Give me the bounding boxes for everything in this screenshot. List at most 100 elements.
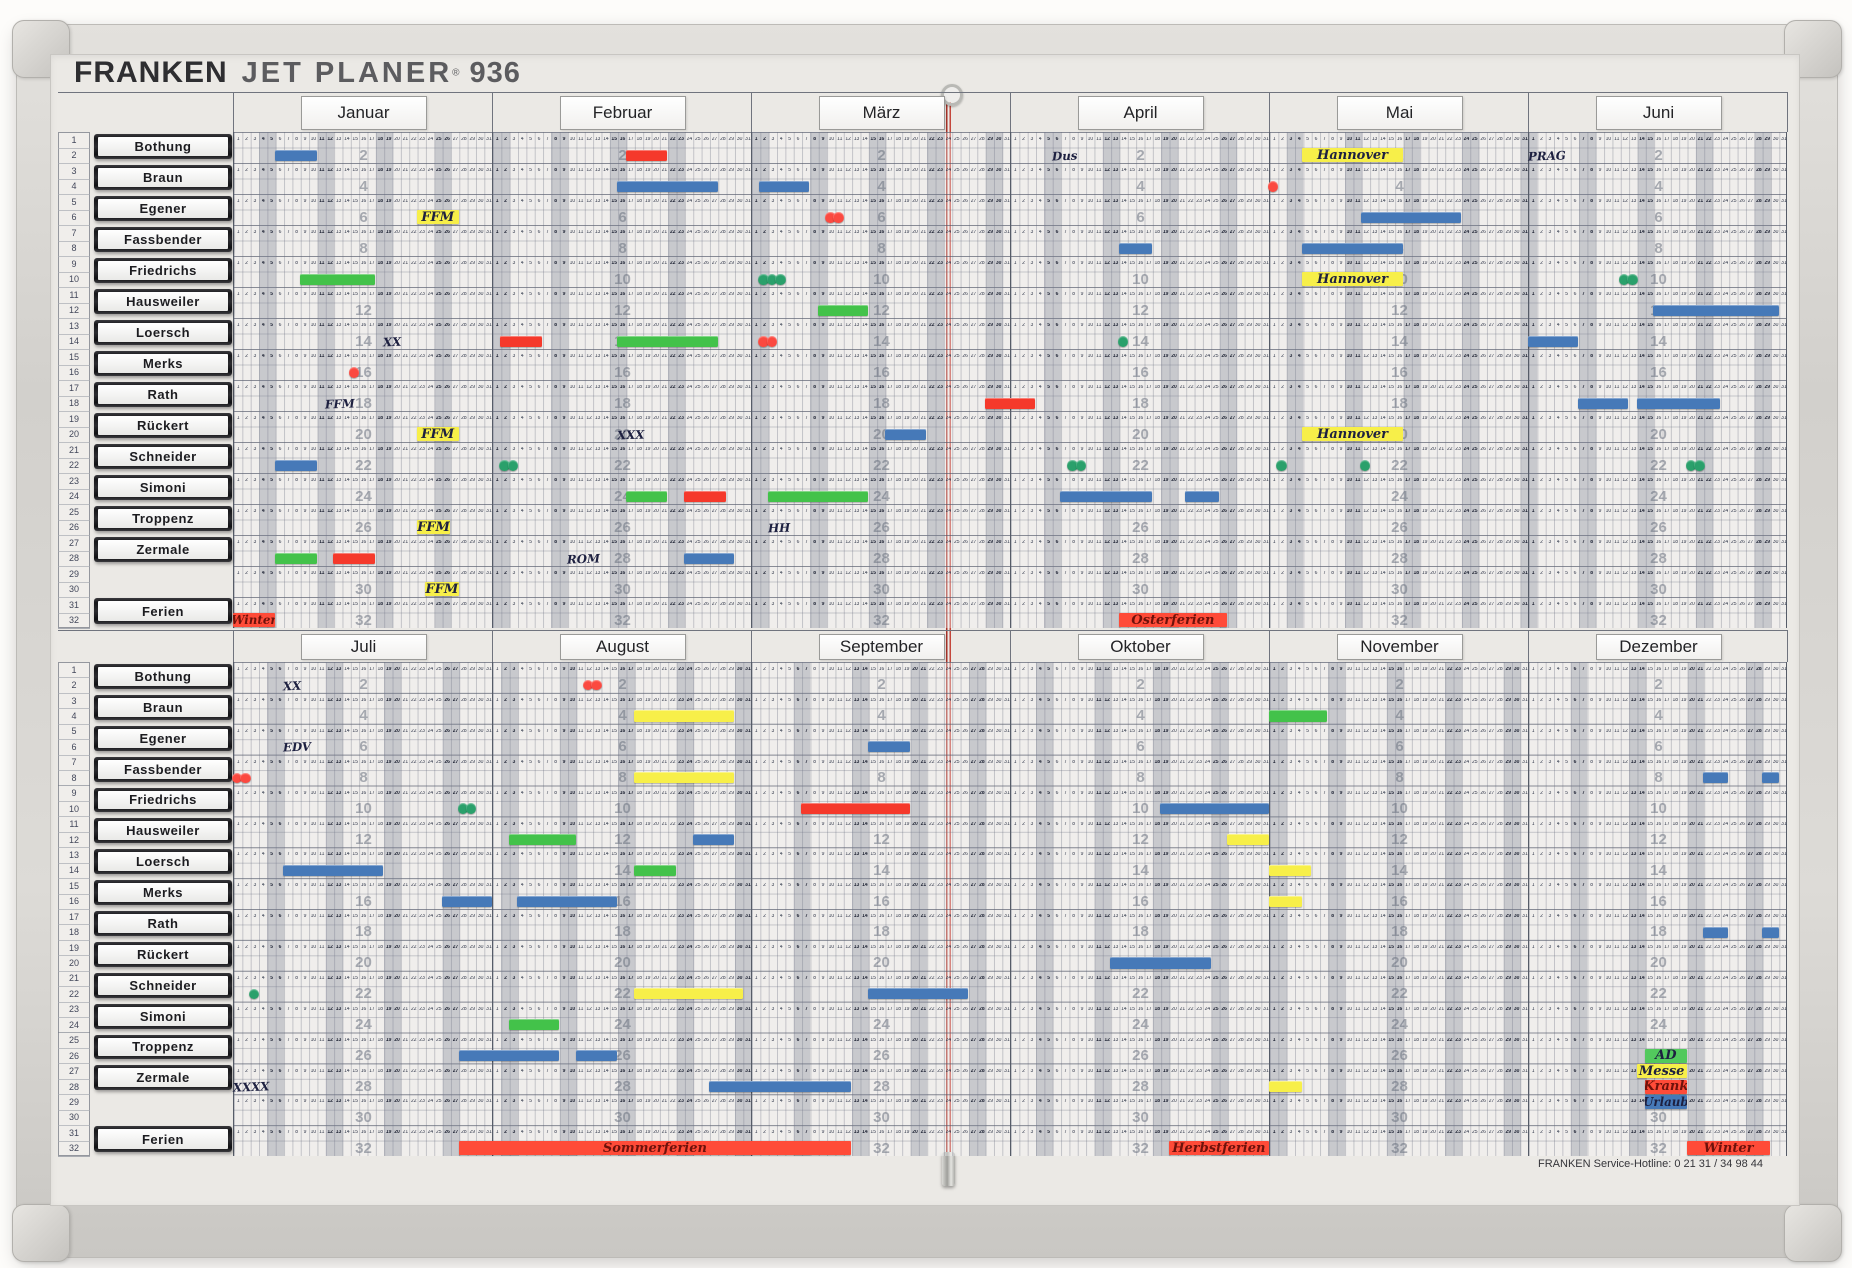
name-plate-fassbender[interactable]: Fassbender <box>94 227 232 252</box>
label-tag-winter[interactable]: Winter <box>1686 1141 1771 1156</box>
magnet-bar-Simoni-märz[interactable] <box>767 490 868 502</box>
magnet-bar-Loersch-juni[interactable] <box>1528 335 1579 347</box>
magnet-bar-Rath-juni[interactable] <box>1636 397 1721 409</box>
magnet-dot-Friedrichs-juli[interactable] <box>457 803 468 814</box>
magnet-bar-Fassbender-dezember[interactable] <box>1761 772 1779 784</box>
magnet-dot-Loersch-märz[interactable] <box>766 335 778 347</box>
magnet-dot-Schneider-juni[interactable] <box>1685 459 1697 471</box>
magnet-bar-Simoni-april[interactable] <box>1060 490 1153 502</box>
name-plate-rath[interactable]: Rath <box>94 911 232 936</box>
magnet-bar-Fassbender-august[interactable] <box>634 772 735 784</box>
magnet-bar-Rath-märz[interactable] <box>984 397 1036 409</box>
magnet-bar-Troppenz-august[interactable] <box>575 1050 618 1062</box>
cord-weight-clasp[interactable] <box>942 1152 955 1186</box>
magnet-dot-Friedrichs-juni[interactable] <box>1618 273 1630 285</box>
magnet-dot-Fassbender-juli[interactable] <box>240 772 251 784</box>
name-plate-troppenz[interactable]: Troppenz <box>94 506 232 531</box>
magnet-bar-Simoni-august[interactable] <box>508 1019 559 1031</box>
label-tag-hannover[interactable]: Hannover <box>1302 272 1403 287</box>
magnet-dot-Bothung-august[interactable] <box>591 679 602 691</box>
magnet-dot-Braun-mai[interactable] <box>1267 180 1279 192</box>
label-tag-sommerferien[interactable]: Sommerferien <box>458 1141 852 1156</box>
name-plate-simoni[interactable]: Simoni <box>94 475 232 500</box>
magnet-dot-Egener-märz[interactable] <box>825 211 836 223</box>
magnet-dot-Friedrichs-märz[interactable] <box>758 273 769 285</box>
magnet-dot-Loersch-märz[interactable] <box>758 335 769 347</box>
magnet-bar-Fassbender-mai[interactable] <box>1302 242 1403 254</box>
name-plate-zermale[interactable]: Zermale <box>94 1065 232 1091</box>
magnet-bar-Braun-februar[interactable] <box>617 180 718 192</box>
magnet-dot-Schneider-februar[interactable] <box>507 459 519 471</box>
magnet-bar-Rückert-oktober[interactable] <box>1110 957 1211 969</box>
label-tag-ffm[interactable]: FFM <box>416 520 451 535</box>
magnet-bar-Simoni-februar[interactable] <box>625 490 668 502</box>
magnet-dot-Schneider-april[interactable] <box>1075 459 1087 471</box>
magnet-dot-Bothung-august[interactable] <box>582 679 594 691</box>
label-tag-messe[interactable]: Messe <box>1636 1064 1687 1079</box>
name-plate-loersch[interactable]: Loersch <box>94 849 232 875</box>
magnet-bar-Schneider-september[interactable] <box>867 988 969 1000</box>
name-plate-loersch[interactable]: Loersch <box>94 320 232 345</box>
magnet-bar-Rath-juni[interactable] <box>1578 397 1629 409</box>
label-tag-winter[interactable]: Winter <box>233 613 275 628</box>
magnet-bar-Schneider-august[interactable] <box>634 988 743 1000</box>
name-plate-rückert[interactable]: Rückert <box>94 941 232 967</box>
name-plate-hausweiler[interactable]: Hausweiler <box>94 818 232 844</box>
magnet-dot-Schneider-mai[interactable] <box>1276 459 1287 471</box>
name-plate-fassbender[interactable]: Fassbender <box>94 756 232 782</box>
magnet-bar-Zermale-august[interactable] <box>709 1080 852 1093</box>
name-plate-friedrichs[interactable]: Friedrichs <box>94 258 232 283</box>
magnet-bar-Rückert-märz[interactable] <box>884 428 927 440</box>
name-plate-bothung[interactable]: Bothung <box>94 664 232 689</box>
magnet-dot-Schneider-april[interactable] <box>1067 459 1078 471</box>
label-tag-ad[interactable]: AD <box>1644 1048 1687 1063</box>
magnet-bar-Loersch-august[interactable] <box>634 864 676 876</box>
name-plate-simoni[interactable]: Simoni <box>94 1003 232 1029</box>
magnet-bar-Friedrichs-januar[interactable] <box>299 273 376 285</box>
label-tag-hannover[interactable]: Hannover <box>1302 148 1403 163</box>
label-tag-ffm[interactable]: FFM <box>416 210 459 225</box>
label-tag-krank[interactable]: Krank <box>1644 1079 1687 1094</box>
name-plate-braun[interactable]: Braun <box>94 694 232 720</box>
name-plate-friedrichs[interactable]: Friedrichs <box>94 787 232 813</box>
magnet-bar-Loersch-februar[interactable] <box>617 335 718 347</box>
magnet-dot-Schneider-juni[interactable] <box>1694 459 1705 471</box>
magnet-bar-Fassbender-april[interactable] <box>1118 242 1153 254</box>
name-plate-zermale[interactable]: Zermale <box>94 537 232 562</box>
magnet-bar-Zermale-februar[interactable] <box>684 552 735 564</box>
magnet-bar-Zermale-januar[interactable] <box>274 552 317 564</box>
magnet-bar-Loersch-februar[interactable] <box>500 335 543 347</box>
magnet-dot-Friedrichs-märz[interactable] <box>766 273 778 285</box>
name-plate-schneider[interactable]: Schneider <box>94 972 232 998</box>
magnet-dot-Friedrichs-juli[interactable] <box>465 803 477 814</box>
magnet-bar-Loersch-november[interactable] <box>1269 864 1311 876</box>
magnet-dot-Egener-märz[interactable] <box>833 211 844 223</box>
label-tag-ffm[interactable]: FFM <box>425 582 459 597</box>
magnet-bar-Fassbender-dezember[interactable] <box>1703 772 1729 784</box>
magnet-dot-Friedrichs-juni[interactable] <box>1627 273 1638 285</box>
magnet-bar-Bothung-februar[interactable] <box>625 149 668 161</box>
magnet-bar-Schneider-januar[interactable] <box>274 459 317 471</box>
name-plate-merks[interactable]: Merks <box>94 880 232 905</box>
magnet-bar-Friedrichs-september[interactable] <box>801 803 910 815</box>
name-plate-ferien[interactable]: Ferien <box>94 598 232 624</box>
magnet-bar-Bothung-januar[interactable] <box>274 149 317 161</box>
name-plate-braun[interactable]: Braun <box>94 165 232 190</box>
name-plate-egener[interactable]: Egener <box>94 725 232 751</box>
name-plate-rückert[interactable]: Rückert <box>94 413 232 438</box>
name-plate-ferien[interactable]: Ferien <box>94 1126 232 1152</box>
label-tag-hannover[interactable]: Hannover <box>1302 427 1403 442</box>
date-marker-cord[interactable] <box>946 102 952 1160</box>
name-plate-egener[interactable]: Egener <box>94 196 232 221</box>
name-plate-rath[interactable]: Rath <box>94 382 232 407</box>
name-plate-hausweiler[interactable]: Hausweiler <box>94 289 232 314</box>
magnet-bar-Egener-september[interactable] <box>867 741 910 753</box>
name-plate-schneider[interactable]: Schneider <box>94 444 232 469</box>
name-plate-bothung[interactable]: Bothung <box>94 134 232 159</box>
magnet-dot-Fassbender-juli[interactable] <box>231 772 243 784</box>
magnet-bar-Zermale-november[interactable] <box>1269 1080 1303 1093</box>
magnet-bar-Hausweiler-august[interactable] <box>508 833 576 846</box>
magnet-bar-Hausweiler-august[interactable] <box>692 833 735 846</box>
magnet-dot-Schneider-juli[interactable] <box>248 988 260 1000</box>
magnet-dot-Merks-januar[interactable] <box>348 366 360 378</box>
